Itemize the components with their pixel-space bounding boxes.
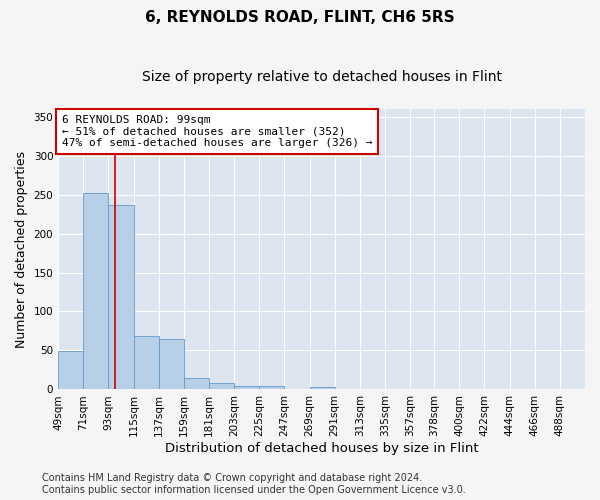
- Bar: [134, 336, 159, 390]
- Bar: [184, 378, 209, 390]
- Text: 6, REYNOLDS ROAD, FLINT, CH6 5RS: 6, REYNOLDS ROAD, FLINT, CH6 5RS: [145, 10, 455, 25]
- Text: Contains HM Land Registry data © Crown copyright and database right 2024.
Contai: Contains HM Land Registry data © Crown c…: [42, 474, 466, 495]
- Bar: [58, 352, 83, 390]
- Bar: [310, 387, 335, 390]
- Bar: [159, 339, 184, 390]
- Title: Size of property relative to detached houses in Flint: Size of property relative to detached ho…: [142, 70, 502, 84]
- Bar: [83, 193, 109, 390]
- X-axis label: Distribution of detached houses by size in Flint: Distribution of detached houses by size …: [165, 442, 478, 455]
- Y-axis label: Number of detached properties: Number of detached properties: [15, 150, 28, 348]
- Text: 6 REYNOLDS ROAD: 99sqm
← 51% of detached houses are smaller (352)
47% of semi-de: 6 REYNOLDS ROAD: 99sqm ← 51% of detached…: [62, 115, 372, 148]
- Bar: [259, 386, 284, 390]
- Bar: [109, 206, 134, 390]
- Bar: [234, 386, 259, 390]
- Bar: [209, 383, 234, 390]
